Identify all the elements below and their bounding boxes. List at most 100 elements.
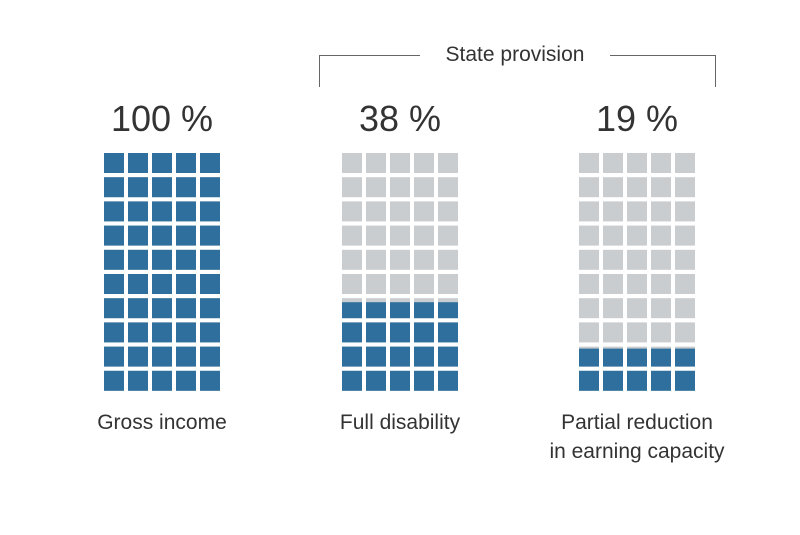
waffle-cell-empty (342, 225, 362, 246)
waffle-column: 100 % Gross income (97, 98, 227, 434)
waffle-cell-filled (675, 370, 695, 391)
waffle-cell-filled (152, 346, 172, 367)
waffle-cell-empty (414, 201, 434, 222)
waffle-cell-empty (342, 201, 362, 222)
waffle-cell-empty (342, 153, 362, 173)
waffle-cell-filled (128, 225, 148, 246)
waffle-cell-filled (128, 346, 148, 367)
waffle-cell-empty (366, 153, 386, 173)
waffle-cell-empty (675, 177, 695, 198)
waffle-cell-filled (128, 153, 148, 173)
waffle-cell-filled (200, 201, 220, 222)
waffle-cell-filled (651, 348, 671, 367)
waffle-cell-filled (128, 274, 148, 294)
waffle-cell-empty (627, 249, 647, 270)
waffle-cell-filled (152, 298, 172, 319)
waffle-cell-filled (176, 225, 196, 246)
state-provision-bracket: State provision (319, 43, 716, 87)
waffle-column: 19 % Partial reduction in earning capacity (549, 98, 725, 463)
category-label: Gross income (97, 411, 227, 434)
waffle-cell-filled (414, 346, 434, 367)
waffle-cell-empty (414, 274, 434, 294)
bracket-line-right (610, 55, 716, 87)
waffle-cell-filled (366, 370, 386, 391)
waffle-cell-filled (128, 177, 148, 198)
waffle-cell-empty (438, 201, 458, 222)
waffle-cell-empty (627, 153, 647, 173)
waffle-cell-empty (390, 201, 410, 222)
waffle-cell-empty (342, 274, 362, 294)
waffle-cell-filled (414, 370, 434, 391)
waffle-cell-empty (390, 177, 410, 198)
waffle-cell-filled (176, 274, 196, 294)
waffle-cell-empty (675, 274, 695, 294)
waffle-cell-empty (579, 201, 599, 222)
waffle-cell-empty (438, 225, 458, 246)
waffle-cell-filled (342, 346, 362, 367)
waffle-cell-empty (627, 177, 647, 198)
waffle-cell-empty (366, 225, 386, 246)
waffle-cell-filled (627, 370, 647, 391)
waffle-cell-filled (438, 322, 458, 343)
waffle-cell-empty (675, 153, 695, 173)
waffle-cell-filled (651, 370, 671, 391)
waffle-cell-filled (176, 370, 196, 391)
waffle-cell-filled (104, 370, 124, 391)
waffle-cell-empty (675, 225, 695, 246)
waffle-cell-filled (128, 298, 148, 319)
waffle-cell-empty (579, 177, 599, 198)
bracket-line-left (319, 55, 420, 87)
waffle-cell-empty (651, 225, 671, 246)
waffle-cell-empty (651, 249, 671, 270)
waffle-cell-empty (366, 177, 386, 198)
waffle-cell-filled (128, 201, 148, 222)
waffle-cell-filled (200, 225, 220, 246)
waffle-cell-filled (104, 153, 124, 173)
waffle-cell-empty (390, 274, 410, 294)
waffle-cell-filled (152, 274, 172, 294)
waffle-cell-empty (603, 225, 623, 246)
waffle-cell-empty (579, 225, 599, 246)
waffle-cell-filled (176, 298, 196, 319)
waffle-cell-empty (342, 177, 362, 198)
waffle-cell-empty (603, 322, 623, 343)
waffle-cell-filled (104, 322, 124, 343)
waffle-cell-filled (200, 274, 220, 294)
waffle-cell-empty (579, 274, 599, 294)
waffle-cell-filled (366, 322, 386, 343)
waffle-cell-filled (342, 370, 362, 391)
waffle-cell-empty (627, 201, 647, 222)
waffle-cell-empty (675, 322, 695, 343)
waffle-cell-empty (651, 153, 671, 173)
waffle-cell-filled (342, 322, 362, 343)
waffle-cell-empty (603, 249, 623, 270)
waffle-cell-filled (152, 153, 172, 173)
waffle-cell-filled (176, 249, 196, 270)
waffle-cell-filled (104, 298, 124, 319)
value-label: 38 % (359, 98, 441, 139)
waffle-cell-filled (128, 370, 148, 391)
waffle-cell-empty (627, 322, 647, 343)
waffle-cell-empty (438, 274, 458, 294)
bracket-label: State provision (446, 43, 585, 66)
waffle-cell-empty (651, 201, 671, 222)
waffle-cell-empty (438, 249, 458, 270)
waffle-cell-empty (675, 298, 695, 319)
waffle-cell-filled (579, 348, 599, 367)
waffle-cell-filled (342, 302, 362, 319)
category-label: in earning capacity (549, 440, 725, 463)
waffle-cell-filled (438, 346, 458, 367)
waffle-cell-filled (579, 370, 599, 391)
value-label: 19 % (596, 98, 678, 139)
waffle-cell-filled (104, 177, 124, 198)
waffle-cell-empty (390, 153, 410, 173)
waffle-cell-empty (390, 225, 410, 246)
waffle-cell-empty (438, 153, 458, 173)
waffle-cell-empty (414, 153, 434, 173)
value-label: 100 % (111, 98, 213, 139)
waffle-cell-filled (176, 346, 196, 367)
waffle-cell-empty (414, 249, 434, 270)
waffle-cell-filled (200, 153, 220, 173)
waffle-cell-filled (366, 346, 386, 367)
